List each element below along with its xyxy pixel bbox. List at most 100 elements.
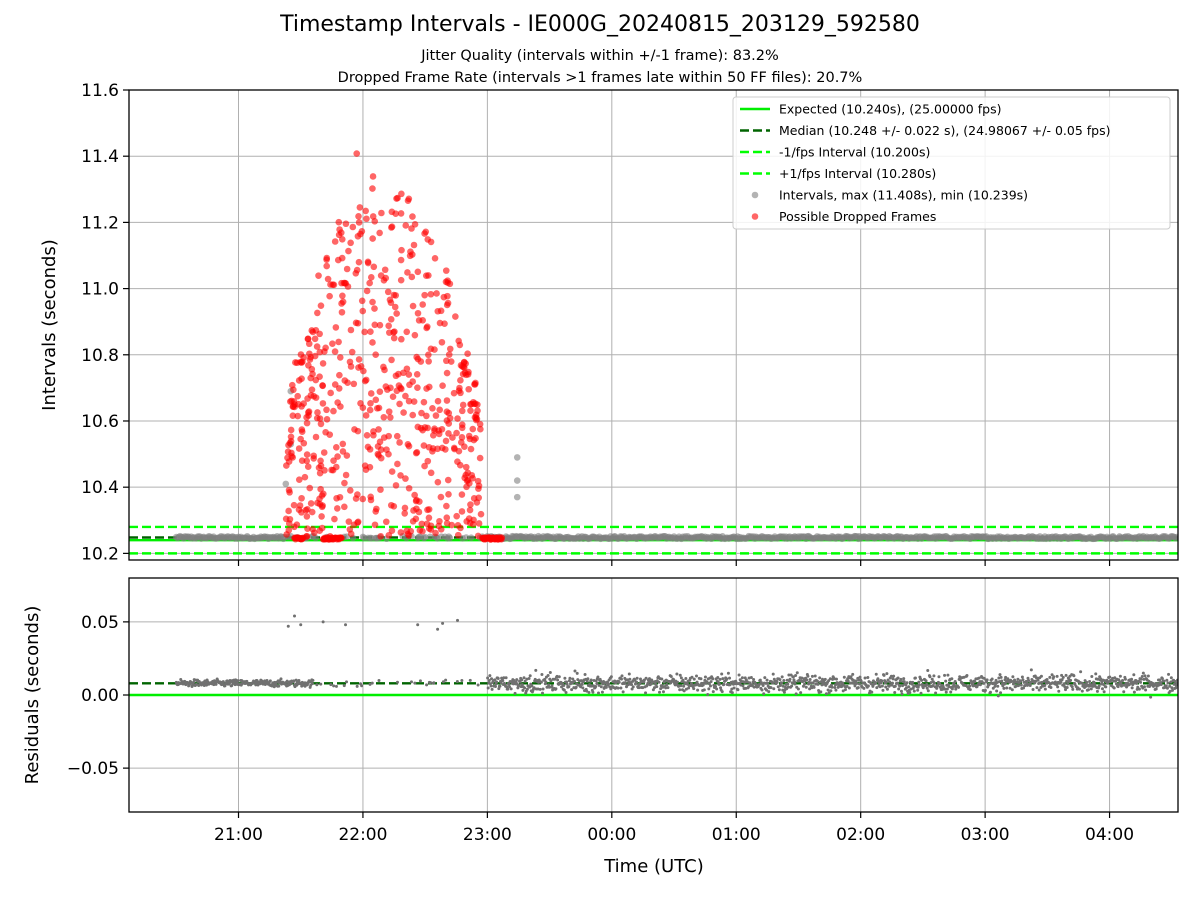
- residual-point: [711, 677, 715, 681]
- dropped-frame-point: [341, 279, 349, 287]
- residual-point: [896, 676, 900, 680]
- residual-point: [1014, 684, 1018, 688]
- dropped-frame-point: [395, 370, 402, 378]
- residual-point: [455, 679, 459, 683]
- dropped-frame-point: [288, 453, 295, 460]
- legend-label: +1/fps Interval (10.280s): [779, 166, 936, 181]
- plot-area: [129, 614, 1178, 699]
- dropped-frame-point: [459, 401, 467, 409]
- dropped-frame-point: [463, 483, 470, 491]
- residual-point: [565, 680, 569, 684]
- residual-point: [1039, 674, 1043, 678]
- residual-point: [771, 672, 775, 676]
- residual-point: [737, 673, 741, 677]
- residual-point: [565, 682, 569, 686]
- legend: Expected (10.240s), (25.00000 fps) Median…: [732, 96, 1171, 230]
- residual-point: [675, 672, 679, 676]
- residual-point: [638, 677, 642, 681]
- residual-point: [1174, 683, 1178, 687]
- residual-point: [1139, 680, 1143, 684]
- residual-point: [194, 682, 198, 686]
- residual-point: [876, 677, 880, 681]
- residual-point: [816, 682, 820, 686]
- x-tick-label: 22:00: [338, 825, 387, 845]
- x-tick-label: 23:00: [463, 825, 512, 845]
- residual-point: [740, 676, 744, 680]
- residual-point: [489, 684, 493, 688]
- residual-point: [973, 680, 977, 684]
- dropped-frame-point: [384, 288, 392, 296]
- residual-point: [702, 681, 706, 685]
- residual-point: [1010, 688, 1014, 692]
- residual-point: [595, 681, 599, 685]
- dropped-frame-point: [397, 256, 405, 264]
- dropped-frame-point: [347, 239, 354, 247]
- residual-point: [549, 679, 553, 683]
- residual-point: [515, 678, 519, 682]
- dropped-frame-point: [309, 370, 316, 378]
- dropped-frame-point: [355, 356, 363, 363]
- residual-point: [900, 692, 904, 696]
- legend-label: Expected (10.240s), (25.00000 fps): [779, 102, 1001, 117]
- residual-point: [1140, 675, 1144, 679]
- residual-point: [780, 681, 784, 685]
- residual-point: [813, 674, 817, 678]
- dropped-frame-point: [304, 463, 312, 470]
- residual-point: [538, 687, 542, 691]
- residual-point: [707, 687, 711, 691]
- x-tick-label: 03:00: [961, 825, 1010, 845]
- legend-label: Median (10.248 +/- 0.022 s), (24.98067 +…: [779, 123, 1110, 138]
- dropped-frame-point: [396, 400, 403, 408]
- residual-point: [808, 678, 812, 682]
- jitter-quality-subtitle: Jitter Quality (intervals within +/-1 fr…: [421, 48, 779, 64]
- residual-point: [899, 689, 903, 693]
- residual-point: [513, 691, 517, 695]
- dropped-frame-point: [458, 508, 466, 515]
- residual-point: [1158, 678, 1162, 682]
- dropped-frame-point: [410, 241, 418, 249]
- residual-point: [1000, 679, 1004, 683]
- dropped-frame-point: [290, 501, 298, 509]
- dropped-frame-point: [464, 476, 472, 484]
- residual-point: [1003, 678, 1007, 682]
- residual-point: [468, 678, 472, 682]
- residual-point: [1132, 673, 1136, 677]
- residual-point: [1063, 685, 1067, 689]
- residual-point: [684, 677, 688, 681]
- dropped-frame-point: [356, 204, 364, 211]
- residual-point: [998, 673, 1002, 677]
- residual-point: [1166, 681, 1170, 685]
- dropped-frame-point: [319, 400, 327, 407]
- residual-point: [505, 685, 509, 689]
- dropped-frame-point: [366, 446, 374, 453]
- dropped-frame-point: [346, 487, 354, 494]
- dropped-frame-point: [392, 292, 400, 299]
- residual-point: [846, 679, 850, 683]
- dropped-frame-point: [398, 190, 405, 198]
- dropped-frame-point: [303, 513, 311, 520]
- residual-point: [1035, 686, 1039, 690]
- residual-point: [1020, 675, 1024, 679]
- dropped-frame-point: [324, 275, 332, 283]
- dropped-frame-point: [372, 396, 380, 404]
- residual-point: [949, 690, 953, 694]
- residual-point: [619, 686, 623, 690]
- dropped-frame-point: [285, 441, 292, 449]
- dropped-frame-point: [462, 471, 470, 479]
- residual-point: [1039, 686, 1043, 690]
- residual-point: [809, 681, 813, 685]
- dropped-frame-point: [296, 502, 304, 509]
- residual-point: [525, 687, 529, 691]
- dropped-frame-point: [443, 502, 450, 510]
- residual-point: [214, 682, 218, 686]
- residual-point: [776, 685, 780, 689]
- residual-point: [921, 686, 925, 690]
- residual-point: [908, 690, 912, 694]
- residual-point: [858, 675, 862, 679]
- residual-point: [416, 623, 420, 627]
- residual-point: [501, 679, 505, 683]
- residual-point: [460, 679, 464, 683]
- residual-point: [556, 678, 560, 682]
- dropped-frame-point: [312, 433, 320, 441]
- dropped-frame-point: [434, 478, 442, 486]
